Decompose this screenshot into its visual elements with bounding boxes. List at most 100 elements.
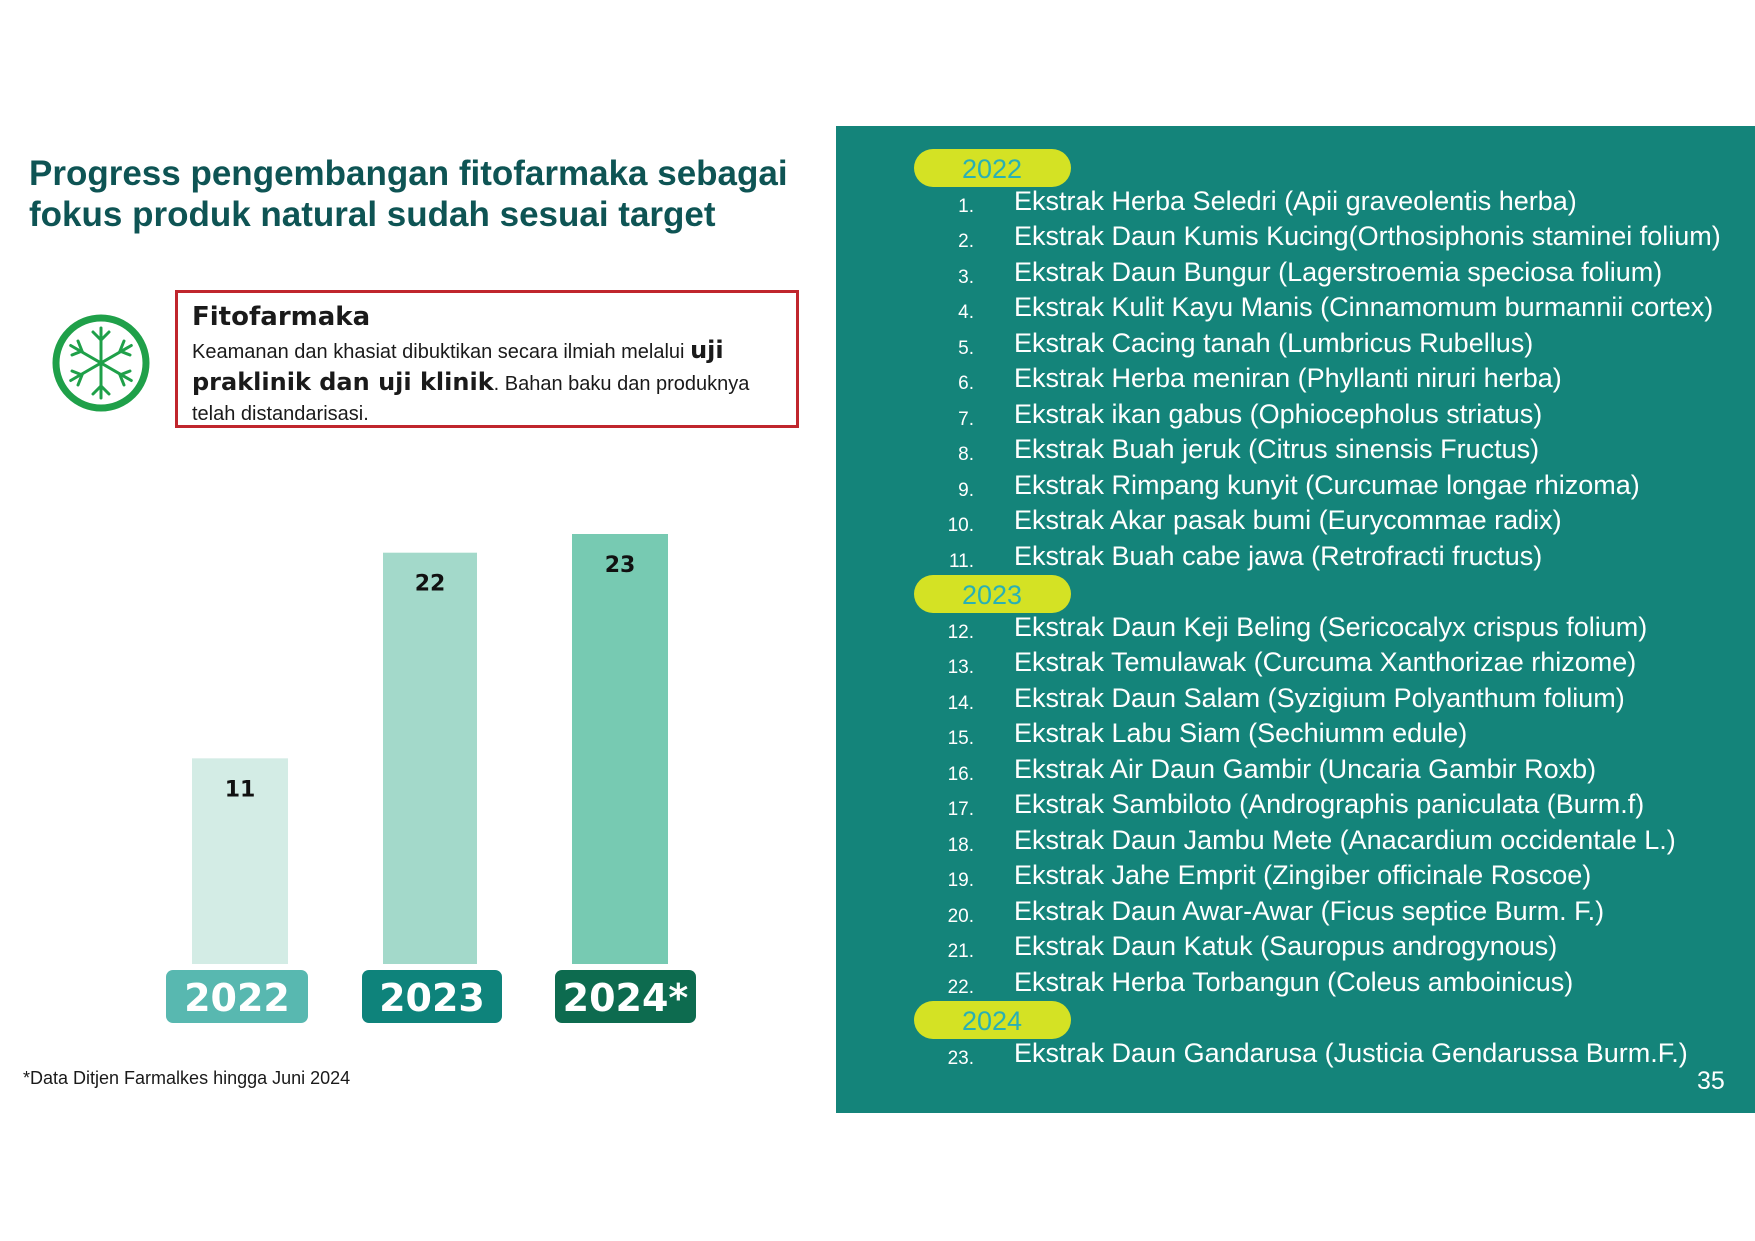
list-item-text: Ekstrak ikan gabus (Ophiocepholus striat…: [1014, 398, 1543, 429]
list-item-number: 18: [934, 835, 974, 857]
product-list-panel: 20221Ekstrak Herba Seledri (Apii graveol…: [836, 126, 1755, 1113]
bar-1: [383, 552, 477, 964]
list-item-text: Ekstrak Air Daun Gambir (Uncaria Gambir …: [1014, 753, 1597, 784]
list-item-number: 19: [934, 870, 974, 892]
list-item-text: Ekstrak Buah jeruk (Citrus sinensis Fruc…: [1014, 434, 1540, 464]
list-item: 8 Ekstrak Buah jeruk (Citrus sinensis Fru…: [836, 434, 1755, 470]
list-item-text: Ekstrak Daun Salam (Syzigium Polyanthum …: [1014, 682, 1625, 713]
bar-value-label-2: 23: [605, 553, 636, 578]
list-item: 22 Ekstrak Herba Torbangun (Coleus amboin…: [836, 967, 1755, 1003]
definition-text: Keamanan dan khasiat dibuktikan secara i…: [192, 335, 782, 429]
list-item-number: 4: [934, 302, 974, 324]
page-number: 35: [1697, 1067, 1725, 1095]
list-item: 4 Ekstrak Kulit Kayu Manis (Cinnamomum bu…: [836, 292, 1755, 328]
list-item-text: Ekstrak Herba Torbangun (Coleus amboinic…: [1014, 966, 1574, 997]
bar-0: [192, 758, 288, 964]
list-item-text: Ekstrak Cacing tanah (Lumbricus Rubellus…: [1014, 327, 1534, 358]
list-item-text: Ekstrak Daun Kumis Kucing(Orthosiphonis …: [1014, 221, 1721, 251]
list-item-text: Ekstrak Herba Seledri (Apii graveolentis…: [1014, 185, 1577, 216]
list-item-text: Ekstrak Daun Awar-Awar (Ficus septice Bu…: [1014, 895, 1605, 926]
list-item-number: 10: [934, 515, 974, 537]
list-item: 21 Ekstrak Daun Katuk (Sauropus androgyno…: [836, 931, 1755, 967]
list-item-text: Ekstrak Daun Katuk (Sauropus androgynous…: [1014, 931, 1558, 961]
category-label-0: 2022: [184, 976, 290, 1020]
bar-2: [572, 534, 668, 964]
list-item: 20 Ekstrak Daun Awar-Awar (Ficus septice …: [836, 896, 1755, 932]
category-label-1: 2023: [379, 976, 485, 1020]
list-item: 1 Ekstrak Herba Seledri (Apii graveolenti…: [836, 186, 1755, 222]
list-item-number: 23: [934, 1048, 974, 1070]
list-item: 19 Ekstrak Jahe Emprit (Zingiber officina…: [836, 860, 1755, 896]
list-item-number: 16: [934, 764, 974, 786]
list-item-text: Ekstrak Temulawak (Curcuma Xanthorizae r…: [1014, 647, 1637, 677]
list-item: 14 Ekstrak Daun Salam (Syzigium Polyanthu…: [836, 683, 1755, 719]
list-item-number: 5: [934, 338, 974, 360]
list-item-number: 2: [934, 231, 974, 253]
year-label: 2022: [962, 154, 1023, 184]
list-item: 15 Ekstrak Labu Siam (Sechiumm edule): [836, 718, 1755, 754]
list-item-number: 14: [934, 693, 974, 715]
definition-text-part-1: Keamanan dan khasiat dibuktikan secara i…: [192, 341, 691, 363]
list-item: 17 Ekstrak Sambiloto (Andrographis panicu…: [836, 789, 1755, 825]
definition-title: Fitofarmaka: [192, 302, 371, 332]
bar-value-label-1: 22: [415, 572, 446, 597]
list-item-number: 20: [934, 906, 974, 928]
list-item: 5 Ekstrak Cacing tanah (Lumbricus Rubellu…: [836, 328, 1755, 364]
list-item: 12 Ekstrak Daun Keji Beling (Sericocalyx …: [836, 612, 1755, 648]
list-item: 7 Ekstrak ikan gabus (Ophiocepholus stria…: [836, 399, 1755, 435]
slide-title: Progress pengembangan fitofarmaka sebaga…: [29, 153, 829, 235]
bar-value-label-0: 11: [225, 777, 256, 802]
list-item: 3 Ekstrak Daun Bungur (Lagerstroemia spec…: [836, 257, 1755, 293]
list-item-number: 13: [934, 657, 974, 679]
year-pill: [914, 149, 1071, 187]
list-item: 2 Ekstrak Daun Kumis Kucing(Orthosiphonis…: [836, 221, 1755, 257]
list-item: 11 Ekstrak Buah cabe jawa (Retrofracti fr…: [836, 541, 1755, 577]
category-pill-0: [166, 970, 308, 1023]
list-item-number: 17: [934, 799, 974, 821]
list-item-number: 22: [934, 977, 974, 999]
list-item-number: 6: [934, 373, 974, 395]
list-item-number: 12: [934, 622, 974, 644]
list-item-number: 9: [934, 480, 974, 502]
list-item-text: Ekstrak Kulit Kayu Manis (Cinnamomum bur…: [1014, 292, 1714, 322]
slide-title-line-2: fokus produk natural sudah sesuai target: [29, 195, 716, 234]
list-item-number: 21: [934, 941, 974, 963]
list-item-text: Ekstrak Rimpang kunyit (Curcumae longae …: [1014, 469, 1640, 500]
list-item-text: Ekstrak Herba meniran (Phyllanti niruri …: [1014, 363, 1562, 393]
list-item-number: 8: [934, 444, 974, 466]
year-label: 2023: [962, 580, 1023, 610]
list-item: 10 Ekstrak Akar pasak bumi (Eurycommae ra…: [836, 505, 1755, 541]
list-item-text: Ekstrak Daun Jambu Mete (Anacardium occi…: [1014, 824, 1676, 855]
list-item: 13 Ekstrak Temulawak (Curcuma Xanthorizae…: [836, 647, 1755, 683]
list-item-number: 3: [934, 267, 974, 289]
list-item: 16 Ekstrak Air Daun Gambir (Uncaria Gambi…: [836, 754, 1755, 790]
list-item-text: Ekstrak Daun Bungur (Lagerstroemia speci…: [1014, 256, 1663, 287]
list-item-text: Ekstrak Sambiloto (Andrographis panicula…: [1014, 789, 1645, 819]
list-item: 18 Ekstrak Daun Jambu Mete (Anacardium oc…: [836, 825, 1755, 861]
list-item-number: 11: [934, 551, 974, 573]
year-label: 2024: [962, 1006, 1023, 1036]
year-pill: [914, 1001, 1071, 1039]
list-item-text: Ekstrak Buah cabe jawa (Retrofracti fruc…: [1014, 540, 1543, 571]
snowflake-icon: [52, 314, 150, 412]
list-item: 23 Ekstrak Daun Gandarusa (Justicia Genda…: [836, 1038, 1755, 1074]
slide-title-line-1: Progress pengembangan fitofarmaka sebaga…: [29, 154, 788, 193]
list-item-text: Ekstrak Jahe Emprit (Zingiber officinale…: [1014, 860, 1592, 890]
category-label-2: 2024*: [563, 976, 689, 1020]
definition-text-bold: uji praklinik dan uji klinik: [192, 336, 724, 396]
list-item-number: 1: [934, 196, 974, 218]
list-item-text: Ekstrak Labu Siam (Sechiumm edule): [1014, 718, 1468, 748]
list-item-text: Ekstrak Akar pasak bumi (Eurycommae radi…: [1014, 505, 1562, 535]
year-pill: [914, 575, 1071, 613]
definition-text-part-2: . Bahan baku dan produknya telah distand…: [192, 373, 750, 425]
list-item-number: 7: [934, 409, 974, 431]
category-pill-2: [555, 970, 696, 1023]
list-item: 6 Ekstrak Herba meniran (Phyllanti niruri…: [836, 363, 1755, 399]
list-item-text: Ekstrak Daun Keji Beling (Sericocalyx cr…: [1014, 611, 1648, 642]
category-pill-1: [362, 970, 502, 1023]
list-item-number: 15: [934, 728, 974, 750]
list-item-text: Ekstrak Daun Gandarusa (Justicia Gendaru…: [1014, 1037, 1688, 1068]
footnote: *Data Ditjen Farmalkes hingga Juni 2024: [23, 1068, 351, 1088]
list-item: 9 Ekstrak Rimpang kunyit (Curcumae longae…: [836, 470, 1755, 506]
definition-box: Fitofarmaka Keamanan dan khasiat dibukti…: [175, 290, 799, 428]
